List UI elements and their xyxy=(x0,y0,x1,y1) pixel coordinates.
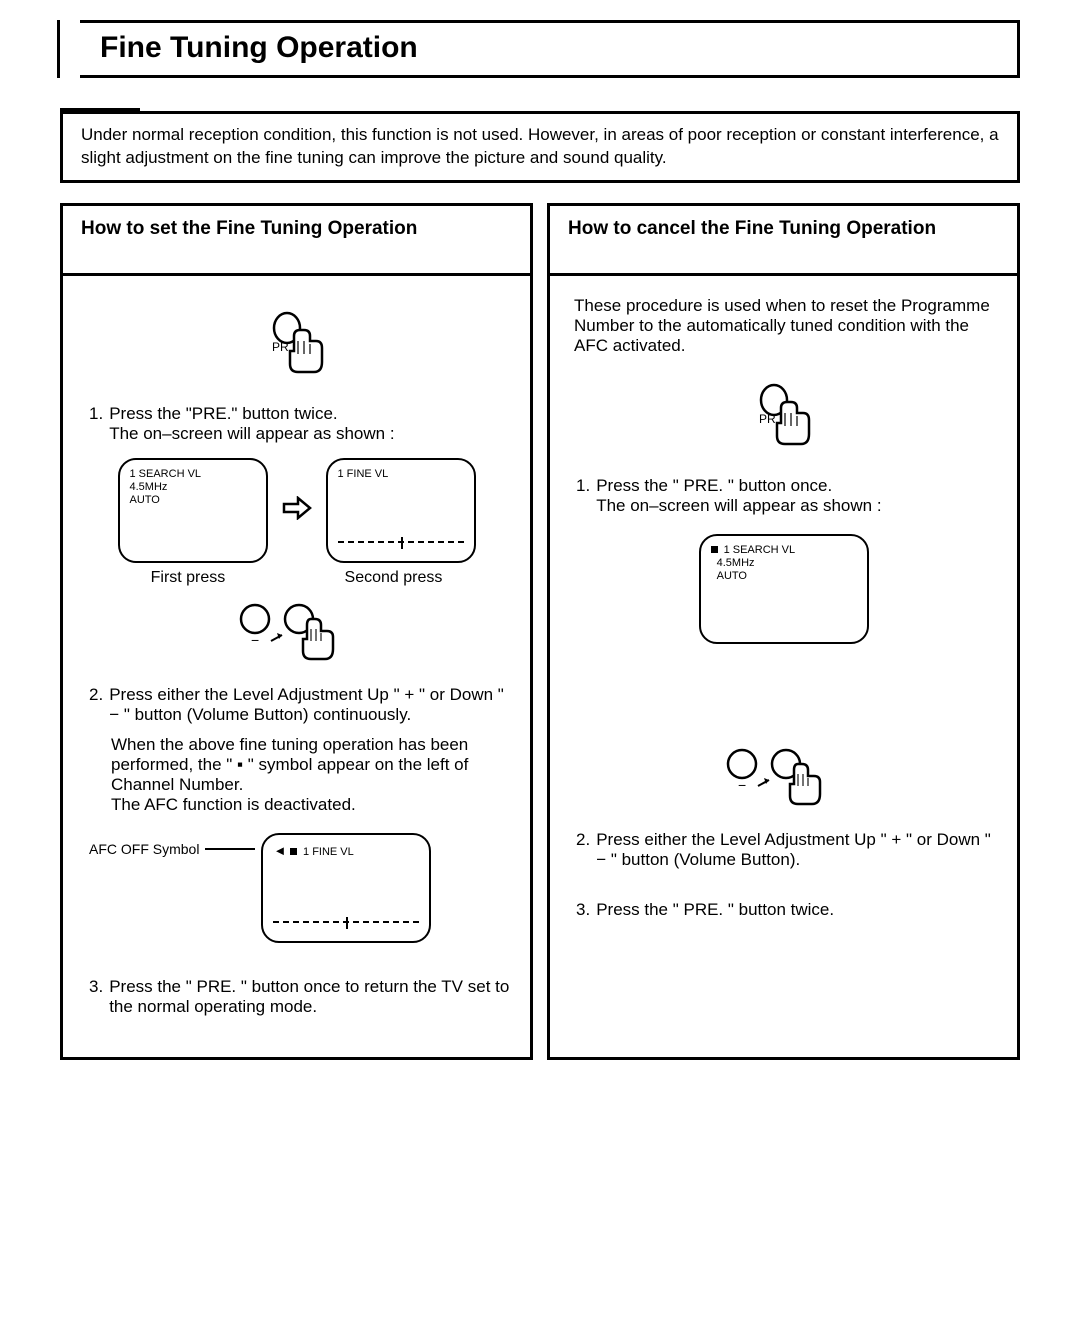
second-press-label: Second press xyxy=(345,569,443,587)
svg-text:−: − xyxy=(251,632,259,648)
columns: How to set the Fine Tuning Operation PR … xyxy=(60,203,1020,1060)
screen-afc-off: ◄ 1 FINE VL xyxy=(261,833,431,943)
screen1-line3: AUTO xyxy=(130,494,160,506)
svg-text:PR: PR xyxy=(272,340,289,354)
level-buttons-icon: − + xyxy=(81,597,512,667)
screen-tick xyxy=(346,917,348,929)
right-step2: Press either the Level Adjustment Up " +… xyxy=(596,830,991,869)
right-step-1: 1. Press the " PRE. " button once. The o… xyxy=(568,476,999,516)
left-column: How to set the Fine Tuning Operation PR … xyxy=(60,203,533,1060)
left-step2b-block: When the above fine tuning operation has… xyxy=(81,735,512,815)
screen1-line1: 1 SEARCH VL xyxy=(130,468,202,480)
screen-second-press: 1 FINE VL xyxy=(326,458,476,563)
screen3-line1: 1 FINE VL xyxy=(303,846,354,858)
step-number: 1. xyxy=(89,404,103,444)
svg-text:−: − xyxy=(738,777,746,793)
screen-first-press: 1 SEARCH VL 4.5MHz AUTO xyxy=(118,458,268,563)
page-title: Fine Tuning Operation xyxy=(100,31,418,64)
first-press-label: First press xyxy=(151,569,226,587)
left-step1b-text: The on–screen will appear as shown : xyxy=(109,424,394,443)
afc-symbol-icon xyxy=(711,546,718,553)
afc-off-label: AFC OFF Symbol xyxy=(89,841,199,857)
r-screen1-line1: 1 SEARCH VL xyxy=(724,544,796,556)
right-header-text: How to cancel the Fine Tuning Operation xyxy=(568,218,936,240)
r-screen1-line3: AUTO xyxy=(717,570,747,582)
intro-box: Under normal reception condition, this f… xyxy=(60,111,1020,183)
left-body: PR 1. Press the "PRE." button twice. The… xyxy=(63,276,530,1057)
right-step3: Press the " PRE. " button twice. xyxy=(596,900,834,919)
intro-text: Under normal reception condition, this f… xyxy=(81,125,999,167)
screen-tick xyxy=(401,537,403,549)
step-number: 3. xyxy=(89,977,103,1017)
right-step-2: 2. Press either the Level Adjustment Up … xyxy=(568,830,999,870)
r-screen1-line2: 4.5MHz xyxy=(717,557,755,569)
step-number: 2. xyxy=(89,685,103,725)
left-step-1: 1. Press the "PRE." button twice. The on… xyxy=(81,404,512,444)
afc-pointer-line xyxy=(205,848,255,850)
right-column: How to cancel the Fine Tuning Operation … xyxy=(547,203,1020,1060)
level-buttons-icon: − + xyxy=(568,742,999,812)
right-step1b: The on–screen will appear as shown : xyxy=(596,496,881,515)
right-intro-block: These procedure is used when to reset th… xyxy=(568,296,999,368)
right-screen-wrap: 1 SEARCH VL 4.5MHz AUTO xyxy=(568,534,999,644)
afc-symbol-icon xyxy=(290,848,297,855)
svg-text:PR: PR xyxy=(759,412,776,426)
left-header: How to set the Fine Tuning Operation xyxy=(63,206,530,276)
left-step-2: 2. Press either the Level Adjustment Up … xyxy=(81,685,512,725)
screen2-line1: 1 FINE VL xyxy=(338,468,389,480)
left-step2a: Press either the Level Adjustment Up " +… xyxy=(109,685,504,724)
step-number: 3. xyxy=(576,900,590,920)
page: Fine Tuning Operation Under normal recep… xyxy=(0,0,1080,1100)
right-intro: These procedure is used when to reset th… xyxy=(574,296,990,355)
left-step2c: The AFC function is deactivated. xyxy=(111,795,356,814)
screen-right-1: 1 SEARCH VL 4.5MHz AUTO xyxy=(699,534,869,644)
left-step2b: When the above fine tuning operation has… xyxy=(111,735,468,794)
left-step-3: 3. Press the " PRE. " button once to ret… xyxy=(81,977,512,1017)
right-header: How to cancel the Fine Tuning Operation xyxy=(550,206,1017,276)
left-step1-text: Press the "PRE." button twice. xyxy=(109,404,337,423)
left-header-text: How to set the Fine Tuning Operation xyxy=(81,218,417,240)
right-body: These procedure is used when to reset th… xyxy=(550,276,1017,960)
right-step-3: 3. Press the " PRE. " button twice. xyxy=(568,900,999,920)
arrow-right-icon xyxy=(282,496,312,525)
step-number: 2. xyxy=(576,830,590,870)
title-box: Fine Tuning Operation xyxy=(80,20,1020,78)
press-hand-icon: PR xyxy=(81,306,512,386)
left-step3: Press the " PRE. " button once to return… xyxy=(109,977,509,1016)
screens-row: 1 SEARCH VL 4.5MHz AUTO 1 FINE VL xyxy=(81,458,512,563)
step-number: 1. xyxy=(576,476,590,516)
screen-labels: First press Second press xyxy=(81,569,512,587)
right-step1: Press the " PRE. " button once. xyxy=(596,476,832,495)
afc-row: AFC OFF Symbol ◄ 1 FINE VL xyxy=(81,833,512,943)
press-hand-icon: PR xyxy=(568,378,999,458)
screen1-line2: 4.5MHz xyxy=(130,481,168,493)
